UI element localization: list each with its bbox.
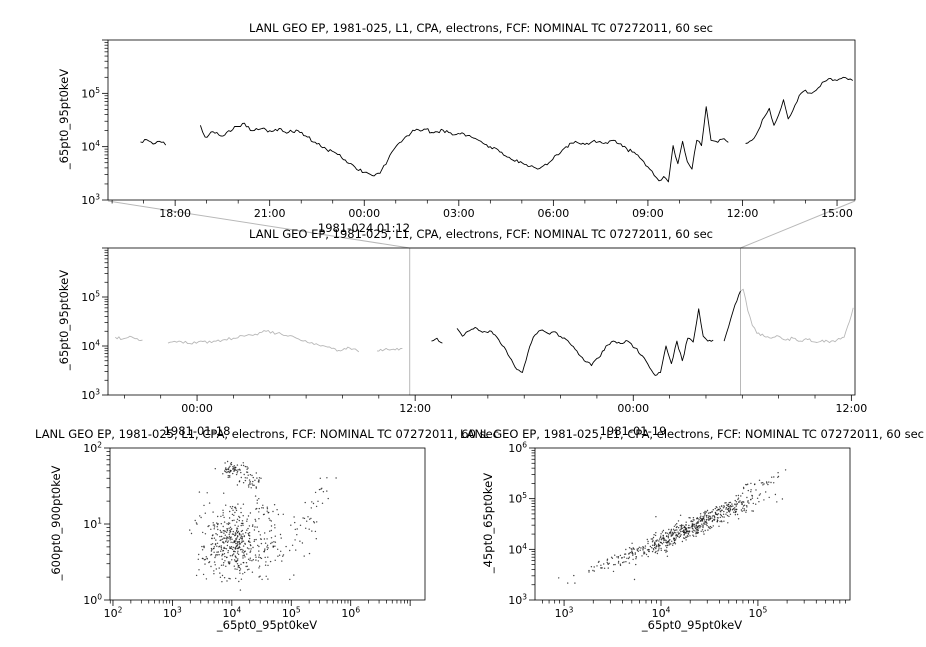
top-panel-title: LANL GEO EP, 1981-025, L1, CPA, electron… — [249, 21, 713, 35]
svg-text:03:00: 03:00 — [443, 207, 475, 220]
flux-series-path — [140, 139, 167, 146]
plot-frame — [534, 447, 851, 601]
top-axis-context-label: 1981-024 01:12 — [317, 221, 411, 235]
flux-series-path — [745, 76, 854, 144]
svg-text:00:00: 00:00 — [617, 402, 649, 415]
svg-text:12:00: 12:00 — [836, 402, 868, 415]
bottom-right-y-axis-label: _45pt0_65pt0keV — [481, 472, 495, 574]
overview-date-label-1: 1981-01-18 — [163, 424, 231, 438]
overview-y-axis-label: _65pt0_95pt0keV — [57, 269, 71, 371]
svg-text:06:00: 06:00 — [538, 207, 570, 220]
zoom-region-box[interactable] — [409, 247, 741, 396]
flux-series-path — [456, 308, 714, 376]
bottom-left-x-axis-label: _65pt0_95pt0keV — [216, 618, 318, 632]
flux-series-path — [740, 288, 854, 344]
svg-text:12:00: 12:00 — [399, 402, 431, 415]
flux-series-path — [199, 106, 729, 183]
top-y-axis-label: _65pt0_95pt0keV — [57, 68, 71, 170]
bottom-left-panel-title: LANL GEO EP, 1981-025, L1, CPA, electron… — [35, 427, 499, 441]
overview-date-label-2: 1981-01-19 — [599, 424, 667, 438]
zoom-connector-line-right — [740, 200, 856, 249]
flux-series-path — [376, 347, 403, 352]
svg-text:21:00: 21:00 — [254, 207, 286, 220]
scatter-points — [558, 469, 787, 584]
overview-panel-title: LANL GEO EP, 1981-025, L1, CPA, electron… — [249, 227, 713, 241]
flux-series-path — [723, 290, 741, 342]
bottom-right-panel-title: LANL GEO EP, 1981-025, L1, CPA, electron… — [460, 427, 924, 441]
plot-frame — [109, 447, 426, 601]
svg-text:12:00: 12:00 — [727, 207, 759, 220]
svg-text:18:00: 18:00 — [159, 207, 191, 220]
svg-text:09:00: 09:00 — [632, 207, 664, 220]
svg-text:00:00: 00:00 — [181, 402, 213, 415]
flux-series-path — [115, 335, 143, 341]
plot-frame — [107, 247, 856, 396]
svg-text:00:00: 00:00 — [348, 207, 380, 220]
zoom-connector-line-left — [107, 200, 410, 249]
flux-series-path — [431, 337, 443, 344]
flux-series-path — [167, 330, 360, 353]
scatter-points — [189, 460, 337, 591]
svg-text:15:00: 15:00 — [821, 207, 853, 220]
bottom-left-y-axis-label: _600pt0_900pt0keV — [49, 465, 63, 581]
plot-frame — [107, 39, 856, 201]
bottom-right-x-axis-label: _65pt0_95pt0keV — [641, 618, 743, 632]
